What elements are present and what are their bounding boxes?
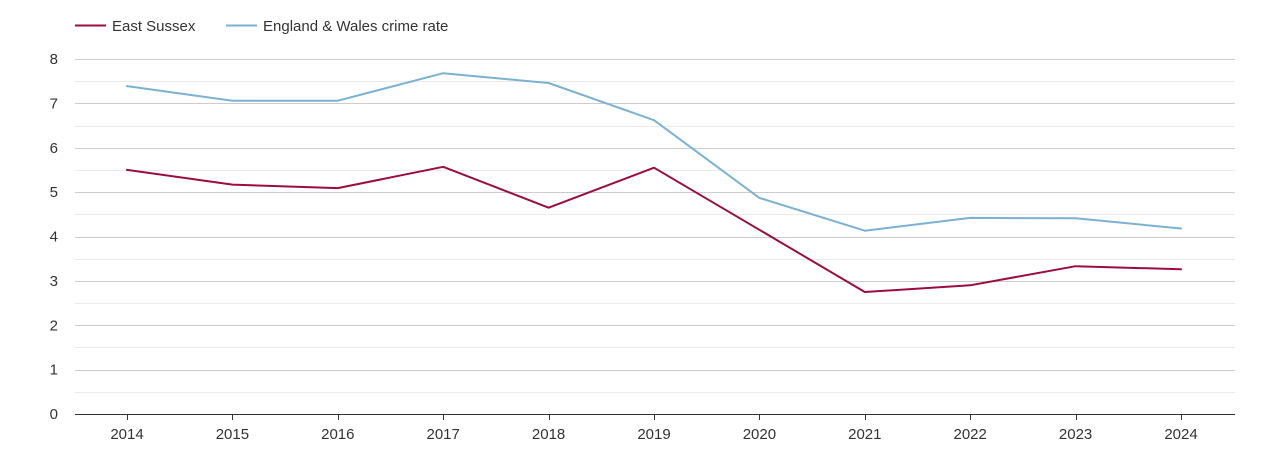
- x-tick-label: 2020: [743, 426, 776, 443]
- y-tick-label: 8: [50, 51, 58, 68]
- legend-label: England & Wales crime rate: [263, 18, 448, 35]
- x-tick-label: 2019: [637, 426, 670, 443]
- x-tick-label: 2021: [848, 426, 881, 443]
- x-tick-label: 2014: [110, 426, 143, 443]
- y-tick-label: 4: [50, 229, 58, 246]
- x-tick-label: 2017: [427, 426, 460, 443]
- series-lines: [126, 72, 1182, 293]
- series-line-england-wales-crime-rate: [126, 72, 1182, 232]
- x-tick-label: 2015: [216, 426, 249, 443]
- x-tick-label: 2016: [321, 426, 354, 443]
- legend: East Sussex England & Wales crime rate: [75, 18, 448, 35]
- x-axis: 2014 2015 2016 2017 2018 2019 2020 2021 2022 2023…: [75, 414, 1235, 443]
- legend-label: East Sussex: [112, 18, 196, 35]
- y-axis: 0 1 2 3 4 5 6 7 8: [50, 51, 58, 423]
- y-tick-label: 5: [50, 184, 58, 201]
- series-line-east-sussex: [126, 165, 1182, 293]
- gridlines: [75, 59, 1235, 393]
- y-tick-label: 6: [50, 140, 58, 157]
- y-tick-label: 2: [50, 317, 58, 334]
- x-tick-label: 2024: [1164, 426, 1197, 443]
- legend-item-england-wales-crime-rate[interactable]: England & Wales crime rate: [226, 18, 448, 35]
- y-tick-label: 1: [50, 362, 58, 379]
- x-tick-label: 2022: [954, 426, 987, 443]
- x-tick-label: 2018: [532, 426, 565, 443]
- y-tick-label: 3: [50, 273, 58, 290]
- y-tick-label: 0: [50, 406, 58, 423]
- y-tick-label: 7: [50, 95, 58, 112]
- x-tick-label: 2023: [1059, 426, 1092, 443]
- legend-item-east-sussex[interactable]: East Sussex: [75, 18, 196, 35]
